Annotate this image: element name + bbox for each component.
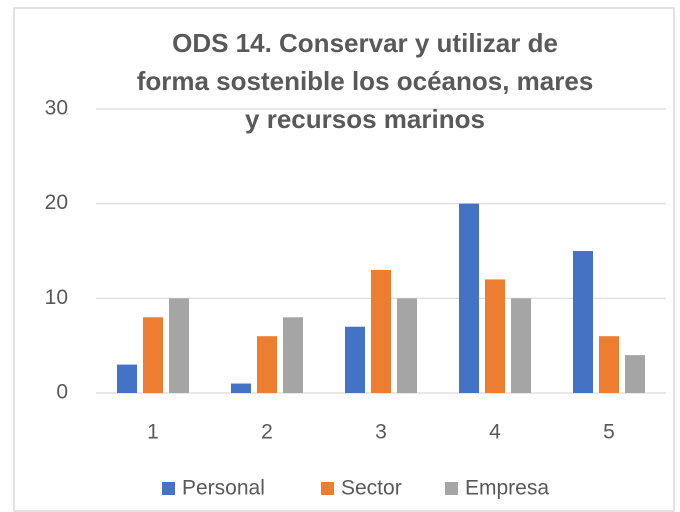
- x-tick-label: 2: [261, 421, 273, 444]
- bar: [599, 336, 619, 393]
- bar: [283, 317, 303, 393]
- legend-label: Sector: [341, 477, 402, 500]
- y-tick-label: 10: [45, 286, 68, 309]
- bar: [625, 355, 645, 393]
- legend-swatch: [162, 482, 175, 495]
- chart-title: ODS 14. Conservar y utilizar de: [172, 28, 558, 58]
- legend-swatch: [321, 482, 334, 495]
- bar: [231, 383, 251, 393]
- bar: [371, 269, 391, 393]
- bar: [169, 298, 189, 393]
- bar: [143, 317, 163, 393]
- bar: [573, 251, 593, 393]
- x-tick-label: 4: [489, 421, 501, 444]
- legend-label: Personal: [182, 477, 265, 500]
- y-tick-label: 0: [56, 381, 68, 404]
- x-tick-label: 3: [375, 421, 387, 444]
- x-tick-label: 1: [147, 421, 159, 444]
- bar: [117, 364, 137, 393]
- y-tick-label: 20: [45, 191, 68, 214]
- chart-title: forma sostenible los océanos, mares: [137, 66, 594, 96]
- bar: [511, 298, 531, 393]
- x-tick-label: 5: [603, 421, 615, 444]
- chart-title: y recursos marinos: [245, 104, 485, 134]
- y-tick-label: 30: [45, 97, 68, 120]
- bar: [459, 203, 479, 393]
- legend-swatch: [445, 482, 458, 495]
- legend-label: Empresa: [465, 477, 549, 500]
- bar: [345, 326, 365, 393]
- chart-frame: [13, 7, 675, 512]
- bar: [397, 298, 417, 393]
- bar: [485, 279, 505, 393]
- bar: [257, 336, 277, 393]
